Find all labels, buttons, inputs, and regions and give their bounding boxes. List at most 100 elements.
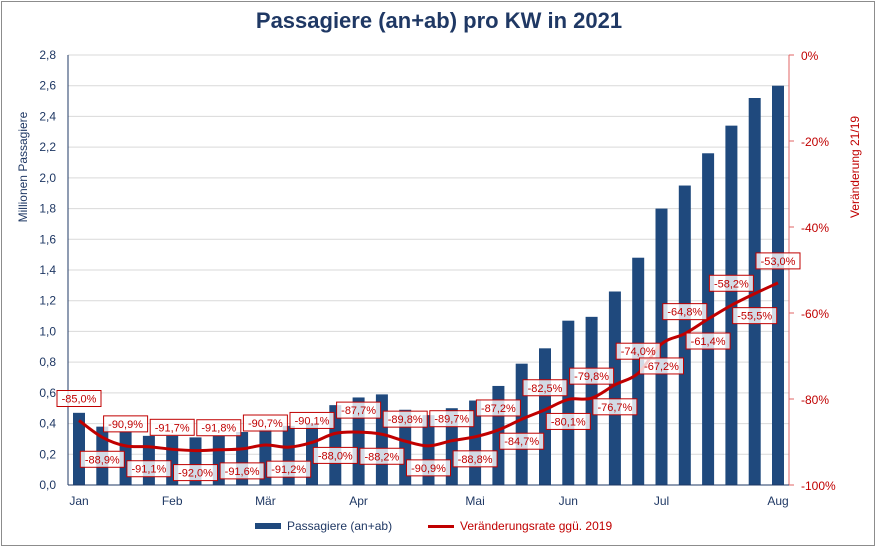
data-label-box — [452, 450, 498, 468]
legend-item-bars: Passagiere (an+ab) — [255, 519, 392, 533]
data-label: -92,0% — [178, 468, 213, 480]
legend-item-line: Veränderungsrate ggü. 2019 — [428, 519, 612, 533]
x-tick-label: Mär — [255, 494, 276, 508]
data-label: -67,2% — [644, 361, 679, 373]
x-tick-label: Jan — [69, 494, 88, 508]
y-tick-label: 2,8 — [39, 48, 56, 62]
data-label: -88,9% — [85, 454, 120, 466]
y-tick-label: 0,2 — [39, 447, 56, 461]
y2-tick-label: 0% — [801, 49, 819, 63]
y2-tick-label: -60% — [801, 307, 829, 321]
y-tick-label: 1,8 — [39, 202, 56, 216]
data-label-box — [79, 450, 125, 468]
data-label: -61,4% — [691, 336, 726, 348]
data-label: -88,8% — [458, 454, 493, 466]
data-label: -88,2% — [364, 451, 399, 463]
data-label-box — [755, 252, 801, 270]
y-tick-label: 1,2 — [39, 294, 56, 308]
data-label: -87,2% — [481, 403, 516, 415]
data-label: -91,2% — [271, 464, 306, 476]
x-tick-label: Feb — [162, 494, 183, 508]
data-label-box — [708, 274, 754, 292]
y2-tick-label: -20% — [801, 135, 829, 149]
data-label: -80,1% — [551, 416, 586, 428]
data-label: -90,9% — [411, 463, 446, 475]
data-label: -91,6% — [225, 466, 260, 478]
x-tick-label: Jun — [559, 494, 578, 508]
y-tick-label: 1,0 — [39, 324, 56, 338]
data-label: -82,5% — [528, 383, 563, 395]
y-tick-label: 1,4 — [39, 263, 56, 277]
data-label-box — [149, 418, 195, 436]
data-label-box — [569, 367, 615, 385]
data-label-box — [103, 415, 149, 433]
bar — [772, 85, 784, 485]
data-label-box — [242, 414, 288, 432]
data-label-box — [732, 307, 778, 325]
y2-tick-label: -80% — [801, 393, 829, 407]
data-label-box — [639, 357, 684, 375]
data-label-box — [312, 446, 358, 464]
bar — [585, 316, 598, 485]
data-label-box — [406, 459, 451, 477]
legend-label-line: Veränderungsrate ggü. 2019 — [460, 519, 613, 533]
data-label: -79,8% — [574, 371, 609, 383]
data-label-box — [56, 390, 102, 407]
data-label: -64,8% — [667, 307, 702, 319]
legend-swatch-bars — [255, 523, 281, 529]
data-label-box — [173, 464, 218, 482]
data-label-box — [475, 399, 521, 417]
data-label: -90,7% — [248, 418, 283, 430]
data-label: -85,0% — [62, 394, 97, 406]
y-tick-label: 2,0 — [39, 171, 56, 185]
y-tick-label: 0,0 — [39, 478, 56, 492]
x-tick-label: Jul — [654, 494, 669, 508]
data-label-box — [522, 379, 568, 397]
data-label: -76,7% — [597, 402, 632, 414]
y2-tick-label: -40% — [801, 221, 829, 235]
data-label: -58,2% — [714, 278, 749, 290]
data-label-box — [219, 462, 265, 480]
chart-title: Passagiere (an+ab) pro KW in 2021 — [255, 8, 623, 33]
data-label-box — [662, 303, 708, 321]
data-label-box — [545, 412, 591, 430]
data-label-box — [196, 419, 242, 437]
y-tick-label: 2,2 — [39, 140, 56, 154]
data-label-box — [685, 332, 731, 350]
y2-tick-label: -100% — [801, 479, 836, 493]
data-label: -91,8% — [201, 423, 236, 435]
data-label-box — [592, 398, 638, 416]
bar — [655, 208, 668, 486]
x-tick-label: Apr — [349, 494, 368, 508]
data-label: -90,9% — [108, 419, 143, 431]
data-label-box — [336, 401, 382, 419]
data-label: -74,0% — [621, 346, 656, 358]
data-label-box — [126, 460, 172, 478]
bar — [748, 98, 761, 485]
data-label-box — [266, 460, 312, 478]
data-label: -89,7% — [434, 414, 469, 426]
data-label: -84,7% — [504, 436, 539, 448]
y-tick-label: 0,4 — [39, 417, 56, 431]
y-tick-label: 2,6 — [39, 79, 56, 93]
legend-swatch-line — [428, 524, 454, 528]
y-tick-label: 0,8 — [39, 355, 56, 369]
data-label: -89,8% — [388, 414, 423, 426]
data-label-box — [382, 410, 428, 428]
data-label: -91,1% — [131, 464, 166, 476]
bar — [608, 291, 621, 485]
data-label-box — [429, 410, 475, 428]
y-tick-label: 2,4 — [39, 109, 56, 123]
y-tick-label: 0,6 — [39, 386, 56, 400]
data-label: -90,1% — [295, 415, 330, 427]
data-label-box — [499, 432, 545, 450]
data-label-box — [289, 411, 335, 429]
x-tick-label: Aug — [767, 494, 788, 508]
data-label: -55,5% — [737, 311, 772, 323]
data-label: -87,7% — [341, 405, 376, 417]
data-label-box — [359, 447, 405, 465]
series-line — [78, 281, 779, 453]
data-label-box — [615, 342, 661, 360]
